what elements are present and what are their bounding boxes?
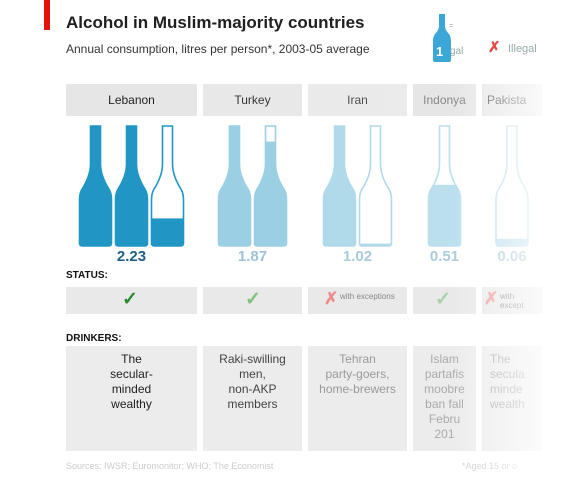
drinkers-line: non-AKP — [228, 382, 277, 396]
drinkers-line: Tehran — [339, 352, 376, 366]
bottle-mark — [495, 125, 529, 247]
bottle-fill — [79, 126, 112, 246]
drinkers-line: partafis — [424, 367, 465, 381]
status-note-pakistan: with except — [500, 292, 524, 310]
bottle-mark — [150, 125, 185, 247]
drinkers-line: wealthy — [111, 397, 152, 411]
x-icon: ✗ — [324, 289, 339, 308]
legend-bottle-unit: gal — [450, 46, 464, 57]
bottle-fill — [115, 126, 148, 246]
value-iran: 1.02 — [342, 248, 373, 265]
chart-subtitle: Annual consumption, litres per person*, … — [66, 42, 370, 56]
legend-bottle-small: = — [449, 23, 454, 30]
status-iran: ✗ with exceptions — [308, 287, 407, 314]
drinkers-pakistan: The secula minde wealth — [482, 346, 542, 451]
chart-title: Alcohol in Muslim-majority countries — [66, 13, 365, 32]
drinkers-line: Islam — [430, 352, 459, 366]
bottle-chart — [78, 125, 529, 247]
bottle-fill — [428, 184, 461, 246]
bottle-fill — [218, 126, 251, 246]
status-pakistan: ✗ with except — [482, 287, 542, 314]
status-turkey: ✓ — [203, 287, 302, 314]
header-iran: Iran — [308, 84, 407, 116]
drinkers-line: Febru — [428, 412, 461, 426]
drinkers-line: home-brewers — [319, 382, 396, 396]
drinkers-line: minde — [490, 382, 523, 396]
status-section-label: STATUS: — [66, 270, 108, 281]
sources-note: Sources: IWSR; Euromonitor; WHO; The Eco… — [66, 461, 274, 471]
value-turkey: 1.87 — [237, 248, 268, 265]
status-note-iran: with exceptions — [340, 292, 395, 301]
bottle-mark — [114, 125, 149, 247]
bottle-fill — [323, 126, 356, 246]
drinkers-lebanon: The secular- minded wealthy — [66, 346, 197, 451]
header-lebanon: Lebanon — [66, 84, 197, 116]
header-pakistan: Pakista — [482, 84, 542, 116]
legend-bottle-number: 1 — [436, 44, 444, 59]
drinkers-line: 201 — [434, 427, 455, 441]
header-indonesia: Indonya — [413, 84, 476, 116]
drinkers-line: The — [490, 352, 511, 366]
bottle-fill — [359, 243, 392, 246]
value-pakistan: 0.06 — [497, 248, 527, 265]
drinkers-line: minded — [111, 382, 152, 396]
bottle-fill — [254, 141, 287, 246]
bottle-mark — [78, 125, 113, 247]
header-turkey: Turkey — [203, 84, 302, 116]
footnote: *Aged 15 or o — [462, 461, 518, 471]
bottle-mark — [217, 125, 252, 247]
bottle-fill — [151, 218, 184, 246]
value-indonesia: 0.5​1 — [429, 248, 460, 265]
bottle-mark — [427, 125, 462, 247]
drinkers-line: moobre — [424, 382, 465, 396]
legend-illegal-icon: ✗ — [488, 39, 501, 56]
drinkers-line: secula — [490, 367, 525, 381]
drinkers-line: party-goers, — [325, 367, 390, 381]
drinkers-line: secular- — [110, 367, 153, 381]
check-icon: ✓ — [435, 289, 451, 310]
check-icon: ✓ — [245, 289, 261, 310]
bottle-mark — [358, 125, 393, 247]
drinkers-turkey: Raki-swilling men, non-AKP members — [203, 346, 302, 451]
check-icon: ✓ — [122, 289, 138, 310]
bottle-mark — [253, 125, 288, 247]
drinkers-line: The — [121, 352, 142, 366]
status-indonesia: ✓ — [413, 287, 476, 314]
drinkers-section-label: DRINKERS: — [66, 333, 122, 344]
legend-bottle-icon — [433, 14, 451, 62]
bottle-mark — [322, 125, 357, 247]
drinkers-iran: Tehran party-goers, home-brewers — [308, 346, 407, 451]
bottle-fill — [496, 238, 528, 246]
legend-illegal-label: Illegal — [508, 43, 537, 55]
drinkers-line: members — [227, 397, 278, 411]
drinkers-line: Raki-swilling — [219, 352, 286, 366]
brand-accent-bar — [44, 0, 50, 30]
drinkers-line: ban fall — [425, 397, 464, 411]
x-icon: ✗ — [484, 289, 499, 308]
drinkers-indonesia: Islam partafis moobre ban fall Febru 201 — [413, 346, 476, 451]
status-lebanon: ✓ — [66, 287, 197, 314]
value-lebanon: 2.23 — [116, 248, 147, 265]
drinkers-line: wealth — [490, 397, 525, 411]
drinkers-line: men, — [239, 367, 266, 381]
